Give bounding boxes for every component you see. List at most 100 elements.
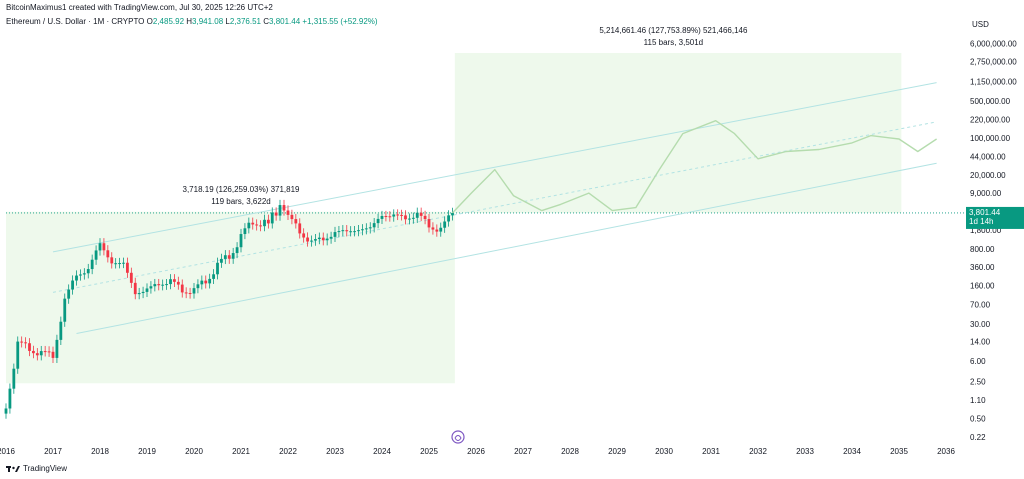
footer-brand-name: TradingView	[23, 464, 68, 473]
candle-body	[266, 219, 270, 224]
time-tick-label: 2025	[420, 447, 438, 456]
candle-body	[129, 272, 133, 283]
candle-body	[435, 229, 439, 232]
time-tick-label: 2031	[702, 447, 720, 456]
symbol-name[interactable]: Ethereum / U.S. Dollar · 1M · CRYPTO	[6, 17, 145, 26]
time-tick-label: 2034	[843, 447, 861, 456]
candle-body	[290, 214, 294, 220]
low-label: L	[225, 17, 230, 26]
candle-body	[286, 210, 290, 215]
time-tick-label: 2022	[279, 447, 297, 456]
candle-body	[404, 215, 407, 220]
candle-body	[298, 223, 302, 234]
tv-watermark-icon[interactable]	[451, 430, 465, 444]
time-tick-label: 2018	[91, 447, 109, 456]
price-tick-label: 220,000.00	[970, 116, 1011, 125]
price-tick-label: 20,000.00	[970, 171, 1006, 180]
time-tick-label: 2028	[561, 447, 579, 456]
projection-range	[6, 52, 902, 384]
candle-body	[141, 291, 145, 294]
candle-body	[55, 339, 59, 358]
candle-body	[106, 250, 110, 258]
measure-annotation-bars: 115 bars, 3,501d	[644, 38, 703, 47]
candle-body	[59, 321, 63, 340]
candle-body	[82, 273, 86, 275]
candle-body	[145, 288, 149, 292]
symbol-legend: Ethereum / U.S. Dollar · 1M · CRYPTO O2,…	[6, 17, 378, 26]
candle-body	[90, 259, 94, 270]
candle-body	[419, 212, 423, 216]
candle-body	[282, 205, 286, 211]
high-label: H	[186, 17, 193, 26]
time-tick-label: 2019	[138, 447, 156, 456]
candle-body	[94, 250, 98, 260]
candle-body	[329, 236, 333, 239]
candle-body	[353, 231, 356, 233]
candle-body	[263, 219, 266, 227]
candle-body	[341, 230, 345, 232]
candle-body	[28, 343, 31, 351]
change-value: +1,315.55 (+52.92%)	[302, 17, 378, 26]
candle-body	[400, 214, 403, 216]
candle-body	[153, 284, 157, 287]
last-price-badge	[966, 206, 1024, 229]
price-axis[interactable]: 6,000,000.00 2,750,000.00 1,150,000.00 500,…	[970, 40, 1017, 443]
open-label: O	[146, 17, 153, 26]
candle-body	[32, 350, 35, 354]
candle-body	[415, 212, 419, 218]
candle-body	[173, 279, 176, 282]
channel-lower-line	[76, 162, 937, 335]
candle-body	[35, 353, 39, 356]
candle-body	[180, 284, 184, 293]
candle-body	[122, 262, 125, 264]
measure-annotation-values: 5,214,661.46 (127,753.89%) 521,466,146	[599, 26, 748, 35]
candle-body	[102, 243, 106, 251]
candle-body	[364, 228, 368, 230]
candle-body	[247, 222, 251, 229]
open-value: 2,485.92	[152, 17, 185, 26]
price-tick-label: 2.50	[970, 377, 986, 386]
price-tick-label: 70.00	[970, 301, 991, 310]
currency-label[interactable]: USD	[972, 20, 989, 29]
candle-body	[376, 218, 380, 224]
candle-body	[12, 368, 16, 389]
candle-body	[204, 280, 208, 284]
candle-body	[235, 247, 239, 254]
candle-body	[259, 225, 262, 227]
footer-brand: TradingView	[6, 464, 67, 473]
price-tick-label: 6.00	[970, 357, 986, 366]
measure-annotation-bars: 119 bars, 3,622d	[211, 197, 270, 206]
candle-body	[411, 217, 415, 219]
price-tick-label: 2,750,000.00	[970, 58, 1017, 67]
candle-body	[231, 253, 235, 259]
candle-body	[255, 224, 259, 226]
time-tick-label: 2021	[232, 447, 250, 456]
candle-body	[239, 234, 243, 248]
candle-body	[114, 263, 118, 265]
candle-body	[75, 275, 78, 281]
candles	[4, 199, 454, 419]
candle-body	[216, 262, 219, 275]
price-tick-label: 160.00	[970, 282, 995, 291]
time-tick-label: 2035	[890, 447, 908, 456]
candle-body	[118, 263, 121, 265]
candle-body	[39, 351, 43, 356]
candle-body	[361, 229, 364, 231]
time-tick-label: 2024	[373, 447, 391, 456]
candle-body	[384, 215, 388, 217]
projection-line	[451, 119, 937, 214]
last-price-label: 3,801.44 1d 14h	[966, 206, 1024, 229]
high-value: 3,941.08	[192, 17, 224, 26]
measure-range-past	[6, 211, 455, 384]
time-tick-label: 2036	[937, 447, 955, 456]
candle-body	[349, 231, 353, 233]
time-tick-label: 2033	[796, 447, 814, 456]
candle-body	[223, 255, 227, 259]
annotations: 3,718.19 (126,259.03%) 371,819 119 bars, …	[183, 26, 749, 206]
candle-body	[251, 222, 255, 225]
channel-upper-line	[52, 82, 937, 253]
candle-body	[126, 262, 129, 273]
candle-countdown: 1d 14h	[969, 217, 993, 226]
